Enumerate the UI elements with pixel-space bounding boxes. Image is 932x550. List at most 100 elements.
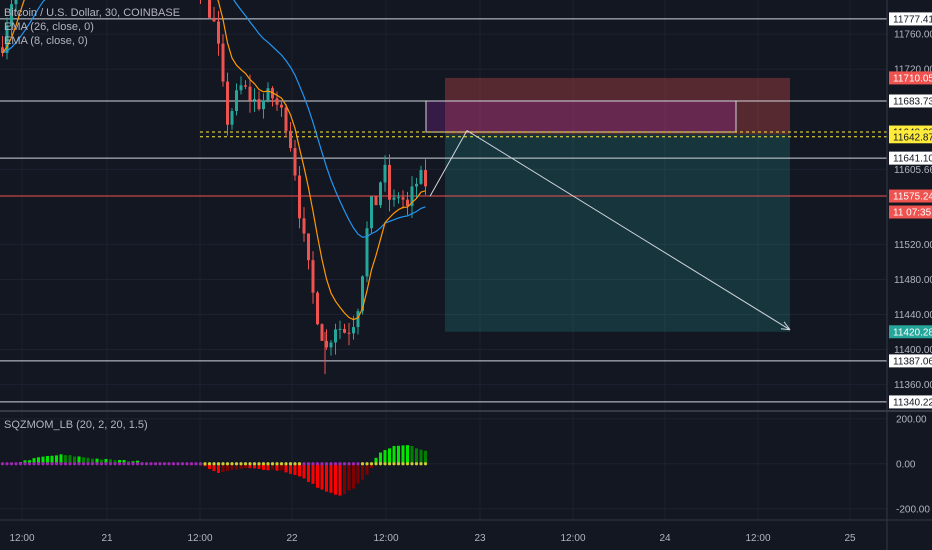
osc-bar-17 — [77, 456, 81, 464]
price-tick-label-1: 11720.00 — [894, 65, 932, 76]
squeeze-dot-43 — [194, 462, 198, 466]
osc-bar-26 — [118, 460, 121, 464]
osc-bar-21 — [95, 458, 99, 464]
osc-bar-55 — [248, 463, 252, 469]
osc-bar-51 — [230, 463, 234, 470]
squeeze-dot-83 — [374, 462, 378, 466]
squeeze-dot-66 — [297, 462, 302, 466]
squeeze-dot-13 — [59, 462, 63, 466]
squeeze-dot-90 — [405, 462, 410, 466]
squeeze-dot-23 — [104, 462, 108, 466]
osc-bar-89 — [401, 445, 405, 464]
position-zones — [425, 77, 790, 332]
squeeze-dot-50 — [225, 462, 230, 466]
take-profit-zone — [445, 134, 790, 332]
squeeze-dot-75 — [338, 462, 342, 466]
osc-bar-74 — [334, 463, 337, 495]
osc-bar-24 — [109, 459, 112, 464]
squeeze-dot-76 — [342, 462, 347, 466]
ema-26-legend: EMA (26, close, 0) — [4, 21, 94, 33]
squeeze-dot-89 — [401, 462, 405, 466]
osc-tick-label-2: -200.00 — [896, 504, 930, 515]
candle-body-67 — [302, 218, 306, 234]
price-tick-label-0: 11760.00 — [894, 30, 932, 41]
candle-body-1 — [5, 26, 9, 53]
squeeze-dot-55 — [248, 462, 252, 466]
price-tag-1: 11710.05 — [893, 73, 932, 84]
time-tick-label-7: 24 — [659, 533, 671, 544]
candle-body-0 — [1, 47, 4, 53]
price-tag-bg-6 — [889, 189, 932, 203]
projection-arrow — [429, 130, 791, 331]
squeeze-dot-3 — [14, 462, 18, 466]
squeeze-dot-77 — [347, 462, 351, 466]
osc-bar-91 — [410, 445, 414, 464]
candle-body-94 — [424, 170, 427, 187]
candle-body-83 — [374, 196, 378, 206]
osc-bar-77 — [347, 463, 351, 491]
arrow-lead-segment — [429, 130, 468, 197]
osc-bar-90 — [406, 445, 409, 464]
candle-body-81 — [365, 228, 369, 277]
candle-body-88 — [397, 197, 400, 199]
candle-body-84 — [379, 182, 382, 206]
price-tag-bg-5 — [889, 151, 932, 165]
candle-body-93 — [419, 170, 423, 184]
price-tag-9: 11387.06 — [893, 356, 932, 367]
squeeze-dot-92 — [414, 462, 419, 466]
osc-bar-72 — [325, 463, 328, 492]
squeeze-dot-9 — [41, 462, 45, 466]
squeeze-dot-44 — [198, 462, 203, 466]
squeeze-dot-81 — [365, 462, 369, 466]
osc-bar-75 — [338, 463, 342, 496]
squeeze-dot-17 — [77, 462, 81, 466]
candle-body-62 — [280, 104, 283, 108]
osc-bar-66 — [298, 463, 301, 477]
candle-body-50 — [226, 81, 229, 125]
osc-bar-5 — [23, 460, 27, 464]
oscillator-legend: SQZMOM_LB (20, 2, 20, 1.5) — [4, 418, 148, 432]
squeeze-dot-2 — [9, 462, 14, 466]
candle-body-79 — [356, 311, 360, 328]
osc-bar-73 — [329, 463, 333, 493]
squeeze-dot-20 — [90, 462, 95, 466]
osc-bar-48 — [217, 463, 220, 473]
ema-lines — [2, 0, 426, 321]
squeeze-dot-5 — [23, 462, 27, 466]
squeeze-dot-87 — [392, 462, 396, 466]
squeeze-dot-8 — [36, 462, 41, 466]
osc-bar-60 — [271, 463, 274, 470]
candle-body-53 — [239, 85, 243, 91]
osc-bar-8 — [37, 457, 40, 464]
candle-body-46 — [208, 0, 211, 18]
candle-body-56 — [253, 99, 256, 101]
stop-loss-zone — [445, 77, 790, 135]
price-tag-bg-0 — [889, 12, 932, 26]
squeeze-dot-58 — [261, 462, 266, 466]
squeeze-dot-72 — [324, 462, 329, 466]
squeeze-dot-85 — [383, 462, 387, 466]
osc-bar-68 — [307, 463, 310, 482]
candle-body-72 — [325, 340, 328, 348]
osc-bar-92 — [415, 448, 418, 464]
squeeze-dot-68 — [306, 462, 311, 466]
osc-bar-79 — [356, 463, 360, 484]
osc-bar-22 — [100, 459, 103, 464]
candle-body-55 — [248, 86, 252, 101]
osc-bar-64 — [289, 463, 292, 474]
osc-bar-76 — [343, 463, 346, 495]
squeeze-dot-82 — [369, 462, 374, 466]
osc-bar-18 — [82, 457, 85, 464]
osc-bar-61 — [275, 463, 279, 471]
candle-body-86 — [388, 164, 391, 200]
osc-bar-58 — [262, 463, 265, 470]
squeeze-dot-45 — [203, 462, 207, 466]
candle-body-82 — [370, 196, 373, 229]
osc-bar-70 — [316, 463, 319, 488]
price-tag-2: 11683.73 — [893, 96, 932, 107]
price-tag-bg-4 — [889, 130, 932, 144]
squeeze-dot-40 — [180, 462, 185, 466]
price-tag-bg-2 — [889, 94, 932, 108]
candle-body-61 — [275, 98, 279, 105]
